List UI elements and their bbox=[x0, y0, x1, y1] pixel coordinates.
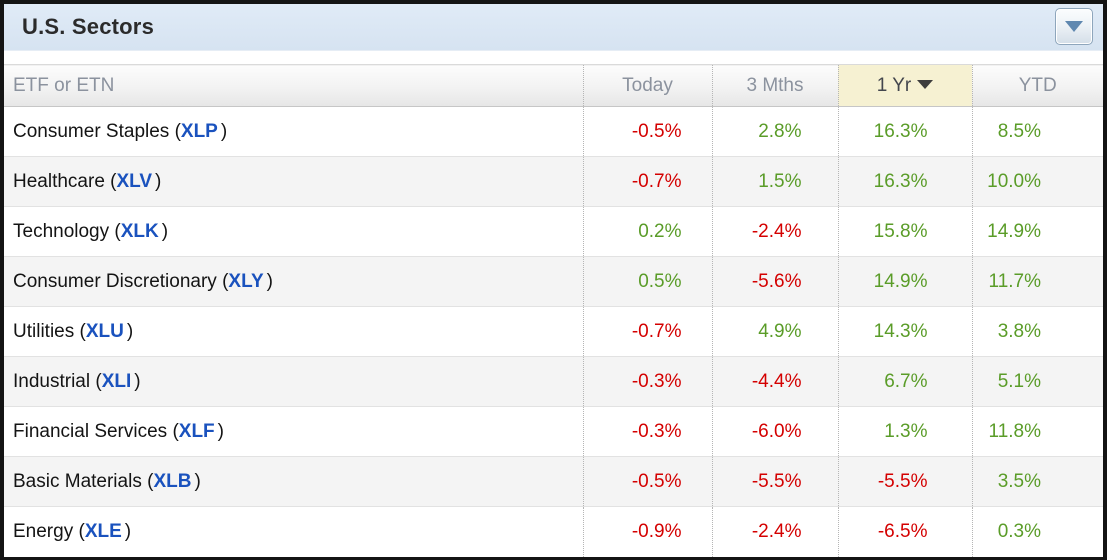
column-header-3mths[interactable]: 3 Mths bbox=[711, 64, 838, 107]
ytd-value: 5.1% bbox=[971, 356, 1103, 407]
titlebar-spacer bbox=[4, 51, 1103, 64]
1yr-value: 15.8% bbox=[837, 206, 972, 257]
sector-cell: Healthcare (XLV) bbox=[4, 156, 583, 207]
table-row: Financial Services (XLF) -0.3% -6.0% 1.3… bbox=[4, 406, 1103, 457]
ticker-link[interactable]: XLI bbox=[101, 370, 132, 392]
panel-collapse-button[interactable] bbox=[1055, 8, 1093, 45]
3mths-value: 4.9% bbox=[711, 306, 838, 357]
sort-desc-icon bbox=[917, 79, 934, 89]
3mths-value: 1.5% bbox=[711, 156, 838, 207]
sector-cell: Financial Services (XLF) bbox=[4, 406, 583, 457]
ytd-value: 8.5% bbox=[971, 106, 1103, 157]
1yr-value: 14.3% bbox=[837, 306, 972, 357]
ticker-link[interactable]: XLB bbox=[153, 470, 192, 492]
ytd-value: 11.7% bbox=[971, 256, 1103, 307]
sector-label: Healthcare bbox=[13, 170, 105, 192]
sector-label: Energy bbox=[13, 520, 74, 542]
3mths-value: -5.6% bbox=[711, 256, 838, 307]
ytd-value: 14.9% bbox=[971, 206, 1103, 257]
sector-label: Financial Services bbox=[13, 420, 168, 442]
sector-cell: Consumer Discretionary (XLY) bbox=[4, 256, 583, 307]
sector-cell: Utilities (XLU) bbox=[4, 306, 583, 357]
today-value: -0.5% bbox=[582, 456, 712, 507]
table-body: Consumer Staples (XLP) -0.5% 2.8% 16.3% … bbox=[4, 106, 1103, 557]
sector-cell: Technology (XLK) bbox=[4, 206, 583, 257]
chevron-down-icon bbox=[1065, 21, 1083, 32]
1yr-value: -5.5% bbox=[837, 456, 972, 507]
sector-cell: Consumer Staples (XLP) bbox=[4, 106, 583, 157]
ticker-link[interactable]: XLK bbox=[120, 220, 159, 242]
sector-label: Basic Materials bbox=[13, 470, 142, 492]
sector-cell: Basic Materials (XLB) bbox=[4, 456, 583, 507]
table-row: Healthcare (XLV) -0.7% 1.5% 16.3% 10.0% bbox=[4, 156, 1103, 207]
column-header-1yr[interactable]: 1 Yr bbox=[837, 64, 972, 107]
table-row: Industrial (XLI) -0.3% -4.4% 6.7% 5.1% bbox=[4, 356, 1103, 407]
1yr-value: 1.3% bbox=[837, 406, 972, 457]
ticker-link[interactable]: XLV bbox=[116, 170, 153, 192]
ytd-value: 10.0% bbox=[971, 156, 1103, 207]
column-header-ytd[interactable]: YTD bbox=[971, 64, 1103, 107]
ticker-link[interactable]: XLE bbox=[84, 520, 122, 542]
today-value: -0.3% bbox=[582, 356, 712, 407]
3mths-value: 2.8% bbox=[711, 106, 838, 157]
today-value: -0.7% bbox=[582, 306, 712, 357]
column-header-etf-or-etn[interactable]: ETF or ETN bbox=[4, 64, 583, 107]
panel-title: U.S. Sectors bbox=[22, 14, 155, 39]
sector-label: Technology bbox=[13, 220, 110, 242]
sector-label: Utilities bbox=[13, 320, 75, 342]
ytd-value: 3.8% bbox=[971, 306, 1103, 357]
table-row: Consumer Staples (XLP) -0.5% 2.8% 16.3% … bbox=[4, 106, 1103, 157]
1yr-value: 16.3% bbox=[837, 156, 972, 207]
today-value: -0.5% bbox=[582, 106, 712, 157]
ticker-link[interactable]: XLY bbox=[228, 270, 264, 292]
1yr-value: 16.3% bbox=[837, 106, 972, 157]
1yr-value: -6.5% bbox=[837, 506, 972, 557]
sector-label: Consumer Staples bbox=[13, 120, 170, 142]
today-value: -0.3% bbox=[582, 406, 712, 457]
sector-performance-table: ETF or ETN Today 3 Mths 1 Yr YTD Consume… bbox=[4, 64, 1103, 557]
sector-cell: Energy (XLE) bbox=[4, 506, 583, 557]
table-row: Energy (XLE) -0.9% -2.4% -6.5% 0.3% bbox=[4, 506, 1103, 557]
sector-label: Industrial bbox=[13, 370, 91, 392]
today-value: -0.9% bbox=[582, 506, 712, 557]
3mths-value: -2.4% bbox=[711, 506, 838, 557]
today-value: 0.2% bbox=[582, 206, 712, 257]
table-row: Consumer Discretionary (XLY) 0.5% -5.6% … bbox=[4, 256, 1103, 307]
today-value: 0.5% bbox=[582, 256, 712, 307]
1yr-value: 6.7% bbox=[837, 356, 972, 407]
ticker-link[interactable]: XLU bbox=[85, 320, 124, 342]
ytd-value: 11.8% bbox=[971, 406, 1103, 457]
table-row: Technology (XLK) 0.2% -2.4% 15.8% 14.9% bbox=[4, 206, 1103, 257]
ytd-value: 0.3% bbox=[971, 506, 1103, 557]
3mths-value: -4.4% bbox=[711, 356, 838, 407]
table-row: Basic Materials (XLB) -0.5% -5.5% -5.5% … bbox=[4, 456, 1103, 507]
today-value: -0.7% bbox=[582, 156, 712, 207]
3mths-value: -2.4% bbox=[711, 206, 838, 257]
ticker-link[interactable]: XLF bbox=[178, 420, 215, 442]
ticker-link[interactable]: XLP bbox=[180, 120, 218, 142]
panel-titlebar: U.S. Sectors bbox=[4, 4, 1103, 51]
3mths-value: -6.0% bbox=[711, 406, 838, 457]
sector-cell: Industrial (XLI) bbox=[4, 356, 583, 407]
1yr-value: 14.9% bbox=[837, 256, 972, 307]
sector-label: Consumer Discretionary bbox=[13, 270, 217, 292]
table-header-row: ETF or ETN Today 3 Mths 1 Yr YTD bbox=[4, 64, 1103, 107]
3mths-value: -5.5% bbox=[711, 456, 838, 507]
column-header-1yr-label: 1 Yr bbox=[876, 74, 912, 96]
ytd-value: 3.5% bbox=[971, 456, 1103, 507]
table-row: Utilities (XLU) -0.7% 4.9% 14.3% 3.8% bbox=[4, 306, 1103, 357]
us-sectors-panel: U.S. Sectors ETF or ETN Today 3 Mths 1 Y… bbox=[4, 4, 1103, 557]
column-header-today[interactable]: Today bbox=[582, 64, 712, 107]
